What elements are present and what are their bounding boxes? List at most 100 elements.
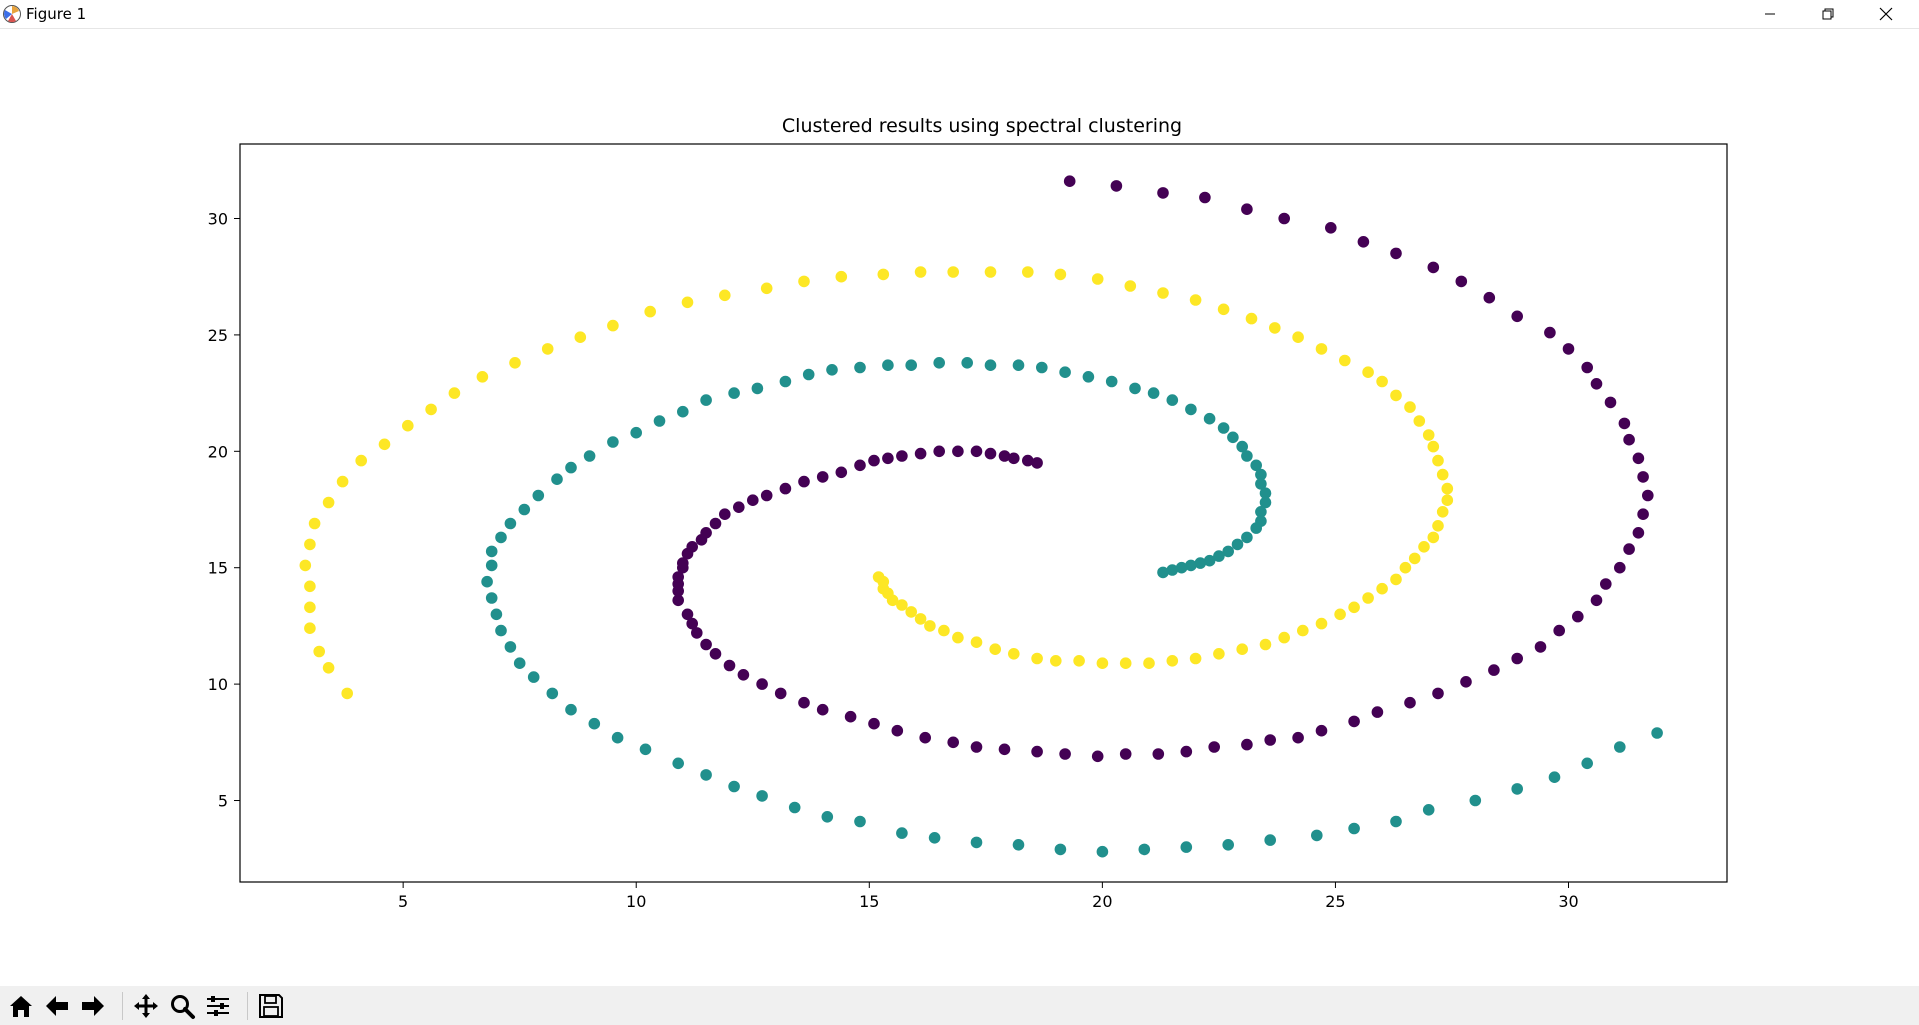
- close-button[interactable]: [1857, 0, 1915, 28]
- forward-button[interactable]: [76, 990, 110, 1022]
- zoom-button[interactable]: [165, 990, 199, 1022]
- data-point-cluster-2: [481, 575, 493, 588]
- data-point-cluster-1: [1157, 187, 1169, 199]
- data-point-cluster-1: [1614, 561, 1626, 574]
- back-button[interactable]: [40, 990, 74, 1022]
- data-point-cluster-2: [1194, 557, 1207, 569]
- data-point-cluster-1: [1562, 343, 1575, 355]
- data-point-cluster-1: [1590, 378, 1603, 390]
- minimize-button[interactable]: [1741, 0, 1799, 28]
- data-point-cluster-3: [509, 357, 521, 369]
- data-point-cluster-3: [341, 687, 354, 700]
- y-tick-label: 20: [208, 442, 228, 461]
- data-point-cluster-3: [1096, 657, 1109, 669]
- data-point-cluster-3: [574, 331, 587, 344]
- data-point-cluster-3: [1022, 266, 1034, 278]
- data-point-cluster-2: [756, 790, 768, 802]
- data-point-cluster-2: [700, 769, 712, 781]
- data-point-cluster-1: [1511, 310, 1523, 323]
- data-point-cluster-2: [984, 359, 997, 372]
- data-point-cluster-1: [1241, 738, 1253, 751]
- data-point-cluster-3: [1213, 648, 1225, 660]
- data-point-cluster-1: [1180, 745, 1193, 758]
- data-point-cluster-2: [565, 461, 577, 474]
- data-point-cluster-1: [947, 736, 959, 749]
- data-point-cluster-2: [1012, 839, 1025, 851]
- data-point-cluster-1: [1008, 452, 1020, 465]
- data-point-cluster-2: [1231, 538, 1244, 551]
- data-point-cluster-2: [1166, 394, 1179, 406]
- data-point-cluster-1: [1623, 543, 1635, 555]
- data-point-cluster-3: [989, 643, 1001, 655]
- data-point-cluster-3: [1292, 331, 1304, 344]
- data-point-cluster-3: [1008, 648, 1020, 660]
- data-point-cluster-3: [1441, 482, 1454, 495]
- data-point-cluster-1: [1152, 748, 1165, 760]
- data-point-cluster-1: [733, 501, 745, 513]
- data-point-cluster-1: [686, 617, 698, 630]
- data-point-cluster-2: [1129, 382, 1141, 395]
- data-point-cluster-2: [1255, 478, 1267, 490]
- data-point-cluster-1: [1488, 664, 1500, 676]
- data-point-cluster-2: [1138, 843, 1151, 856]
- data-point-cluster-1: [737, 669, 750, 681]
- close-icon: [1879, 7, 1893, 21]
- data-point-cluster-3: [1124, 280, 1137, 292]
- data-point-cluster-3: [1362, 592, 1374, 604]
- data-point-cluster-1: [1208, 741, 1220, 753]
- data-point-cluster-3: [1376, 582, 1388, 595]
- save-button[interactable]: [254, 990, 288, 1022]
- data-point-cluster-3: [947, 266, 959, 278]
- x-tick-label: 30: [1558, 892, 1578, 911]
- data-point-cluster-1: [816, 703, 829, 716]
- data-point-cluster-2: [821, 811, 834, 823]
- data-point-cluster-3: [914, 613, 927, 625]
- data-point-cluster-2: [532, 489, 545, 502]
- chart-title: Clustered results using spectral cluster…: [782, 115, 1182, 137]
- data-point-cluster-2: [1185, 559, 1197, 572]
- data-point-cluster-1: [868, 717, 880, 730]
- data-point-cluster-1: [1022, 454, 1034, 467]
- zoom-icon: [171, 995, 195, 1019]
- data-point-cluster-3: [355, 454, 368, 467]
- data-point-cluster-3: [1427, 440, 1440, 453]
- data-point-cluster-3: [1054, 268, 1067, 281]
- data-point-cluster-2: [1147, 387, 1160, 399]
- data-point-cluster-2: [826, 364, 838, 376]
- y-tick-label: 30: [208, 209, 228, 228]
- data-point-cluster-2: [1511, 783, 1523, 795]
- pan-button[interactable]: [129, 990, 163, 1022]
- data-point-cluster-2: [485, 559, 498, 572]
- data-point-cluster-1: [1572, 610, 1584, 623]
- data-point-cluster-1: [1348, 715, 1360, 728]
- data-point-cluster-1: [1325, 222, 1337, 234]
- forward-icon: [82, 996, 104, 1016]
- data-point-cluster-2: [1614, 741, 1626, 753]
- data-point-cluster-1: [681, 608, 694, 621]
- data-point-cluster-2: [630, 426, 642, 439]
- data-point-cluster-2: [1469, 794, 1482, 807]
- data-point-cluster-3: [1073, 655, 1085, 667]
- data-point-cluster-2: [1054, 843, 1067, 856]
- data-point-cluster-3: [1269, 322, 1281, 334]
- data-point-cluster-1: [1642, 489, 1654, 502]
- data-point-cluster-3: [952, 631, 964, 644]
- data-point-cluster-3: [1236, 643, 1248, 655]
- home-button[interactable]: [4, 990, 38, 1022]
- data-point-cluster-1: [700, 527, 712, 539]
- data-point-cluster-1: [1390, 247, 1402, 260]
- data-point-cluster-1: [798, 475, 810, 488]
- data-point-cluster-2: [639, 743, 652, 756]
- figure-canvas[interactable]: Clustered results using spectral cluster…: [0, 29, 1919, 986]
- data-point-cluster-3: [681, 296, 694, 309]
- data-point-cluster-1: [672, 571, 684, 583]
- data-point-cluster-2: [1348, 822, 1360, 835]
- configure-button[interactable]: [201, 990, 235, 1022]
- data-point-cluster-3: [541, 343, 554, 355]
- data-point-cluster-1: [798, 696, 810, 709]
- data-point-cluster-3: [1315, 343, 1328, 355]
- data-point-cluster-2: [1203, 412, 1216, 425]
- data-point-cluster-3: [872, 571, 885, 583]
- x-tick-label: 5: [398, 892, 408, 911]
- restore-button[interactable]: [1799, 0, 1857, 28]
